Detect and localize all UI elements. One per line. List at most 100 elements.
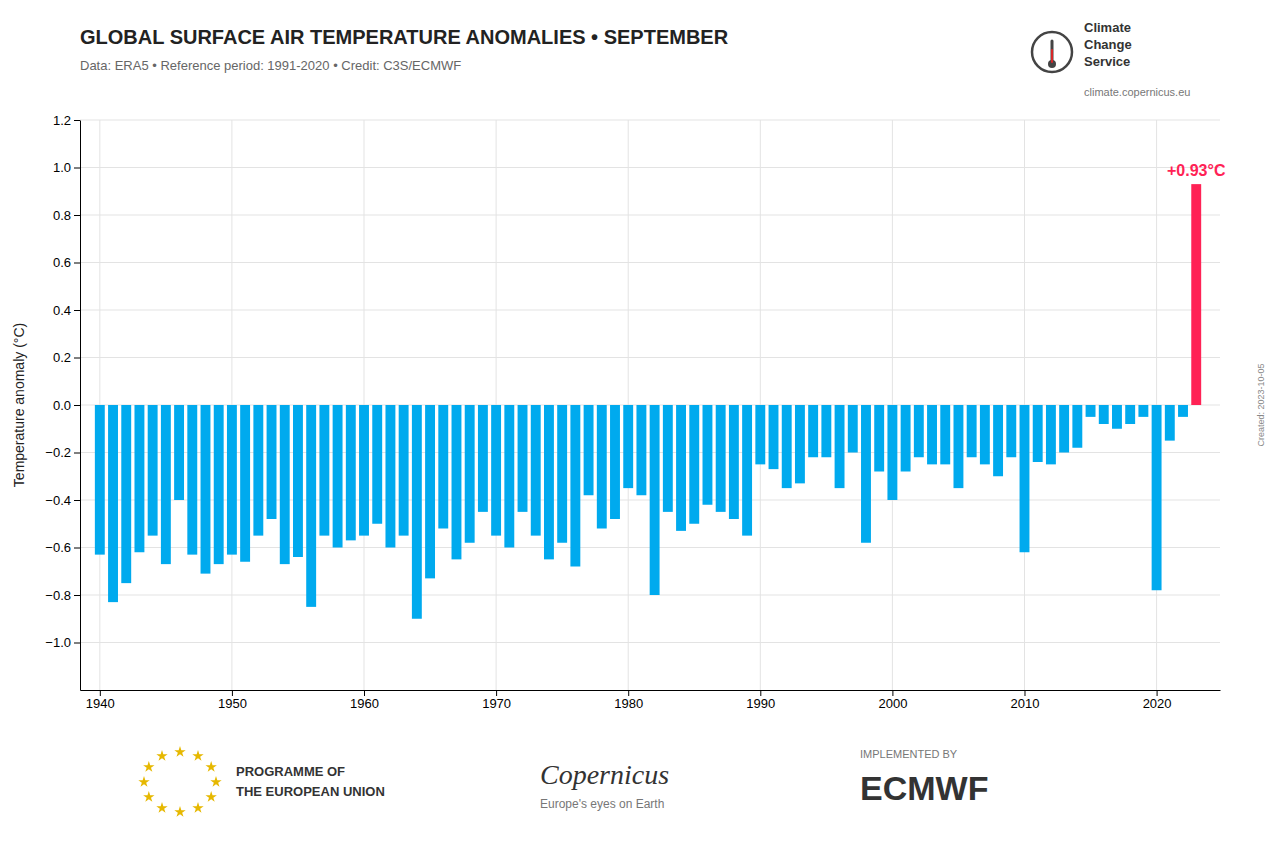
bar xyxy=(967,405,977,457)
tick-mark xyxy=(232,690,233,696)
bar xyxy=(636,405,646,495)
bar xyxy=(465,405,475,543)
bar xyxy=(914,405,924,457)
tick-label: −0.2 xyxy=(45,445,71,460)
bar xyxy=(861,405,871,543)
logo-text: Climate xyxy=(1084,20,1131,35)
annotation: +0.93°C xyxy=(1167,162,1226,179)
bar xyxy=(359,405,369,536)
footer-text: IMPLEMENTED BY xyxy=(860,748,958,760)
bar xyxy=(491,405,501,536)
tick-mark xyxy=(74,405,80,406)
tick-label: −0.8 xyxy=(45,588,71,603)
axis-line xyxy=(81,690,1221,691)
tick-label: 0.2 xyxy=(53,350,71,365)
tick: 0.8 xyxy=(53,208,80,223)
eu-star xyxy=(143,761,154,772)
bar xyxy=(333,405,343,548)
eu-star xyxy=(192,802,203,813)
tick-label: 0.6 xyxy=(53,255,71,270)
bar xyxy=(452,405,462,559)
tick-mark xyxy=(74,263,80,264)
tick: 0.2 xyxy=(53,350,80,365)
subtitle: Data: ERA5 • Reference period: 1991-2020… xyxy=(80,58,461,73)
eu-star xyxy=(156,802,167,813)
tick-mark xyxy=(100,690,101,696)
eu-star xyxy=(174,806,185,817)
footer-text: THE EUROPEAN UNION xyxy=(236,784,385,799)
eu-star xyxy=(156,750,167,761)
grid xyxy=(80,120,1220,690)
bar xyxy=(795,405,805,483)
logo-thermometer xyxy=(1051,41,1054,61)
bar xyxy=(769,405,779,469)
tick: −0.6 xyxy=(45,540,80,555)
tick-label: 1940 xyxy=(86,696,115,711)
bar xyxy=(953,405,963,488)
tick: 1960 xyxy=(350,690,379,711)
tick-label: −0.4 xyxy=(45,493,71,508)
x-axis: 194019501960197019801990200020102020 xyxy=(81,690,1221,711)
bar xyxy=(1072,405,1082,448)
bar xyxy=(399,405,409,536)
tick-mark xyxy=(760,690,761,696)
bar xyxy=(1178,405,1188,417)
footer-tagline: Europe's eyes on Earth xyxy=(540,797,664,811)
tick-mark xyxy=(74,643,80,644)
bar xyxy=(544,405,554,559)
bars xyxy=(95,184,1201,619)
bar xyxy=(438,405,448,529)
logo-website: climate.copernicus.eu xyxy=(1084,86,1190,98)
tick: 1950 xyxy=(218,690,247,711)
grid-line-y xyxy=(80,310,1220,311)
bar xyxy=(1059,405,1069,453)
bar xyxy=(1033,405,1043,462)
eu-star xyxy=(205,791,216,802)
bar xyxy=(1152,405,1162,590)
tick-mark xyxy=(74,500,80,501)
bar xyxy=(267,405,277,519)
tick-mark xyxy=(74,453,80,454)
tick-label: 1.2 xyxy=(53,113,71,128)
bar xyxy=(676,405,686,531)
bar xyxy=(940,405,950,464)
bar xyxy=(1020,405,1030,552)
bar xyxy=(650,405,660,595)
axis-line xyxy=(80,121,81,691)
tick-label: 1950 xyxy=(218,696,247,711)
tick: 1.2 xyxy=(53,113,80,128)
bar xyxy=(755,405,765,464)
bar xyxy=(570,405,580,567)
tick: 1980 xyxy=(614,690,643,711)
title: GLOBAL SURFACE AIR TEMPERATURE ANOMALIES… xyxy=(80,26,729,48)
bar xyxy=(214,405,224,564)
bar xyxy=(108,405,118,602)
bar xyxy=(848,405,858,453)
tick-mark xyxy=(892,690,893,696)
bar xyxy=(623,405,633,488)
bar xyxy=(887,405,897,500)
bar xyxy=(874,405,884,472)
bar xyxy=(187,405,197,555)
bar xyxy=(174,405,184,500)
bar xyxy=(901,405,911,472)
bar xyxy=(95,405,105,555)
bar xyxy=(716,405,726,512)
bar xyxy=(293,405,303,557)
tick-mark xyxy=(74,358,80,359)
bar xyxy=(425,405,435,578)
eu-star xyxy=(192,750,203,761)
tick-mark xyxy=(628,690,629,696)
logo-circle xyxy=(1032,32,1072,72)
eu-star xyxy=(210,776,221,787)
tick-label: 2000 xyxy=(878,696,907,711)
logo-text: Change xyxy=(1084,37,1132,52)
tick-label: 1960 xyxy=(350,696,379,711)
bar xyxy=(821,405,831,457)
tick: 1.0 xyxy=(53,160,80,175)
tick: 1940 xyxy=(86,690,115,711)
bar xyxy=(1138,405,1148,417)
tick: −1.0 xyxy=(45,635,80,650)
tick-label: 1970 xyxy=(482,696,511,711)
tick-mark xyxy=(74,120,80,121)
